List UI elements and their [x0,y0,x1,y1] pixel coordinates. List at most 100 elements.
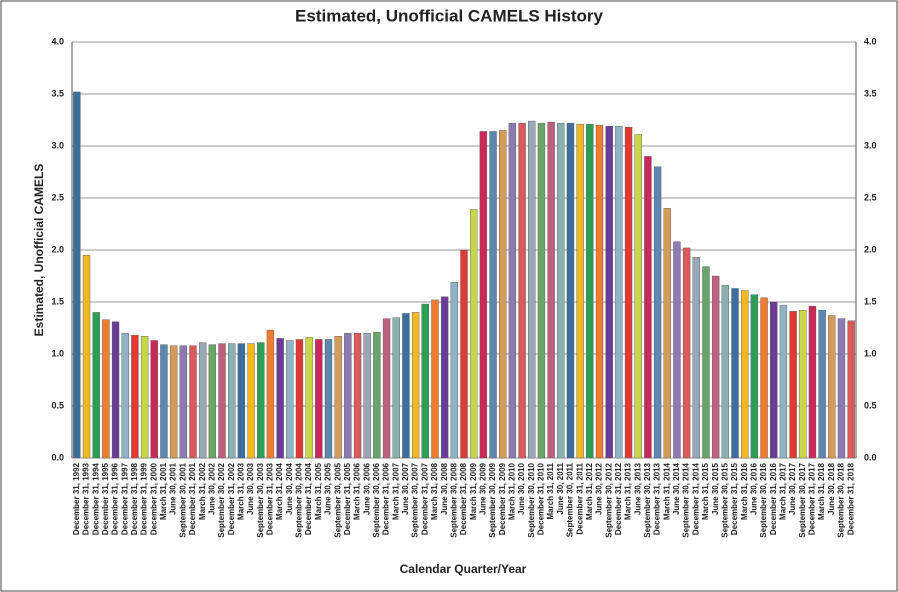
bar [266,329,275,459]
bar [711,275,720,459]
x-tick-label: June 30, 2009 [478,462,487,515]
bar [189,345,197,459]
x-tick-label: March 31, 2008 [430,462,439,519]
bar [295,339,304,459]
y-tick-label: 2.0 [51,244,64,254]
x-tick-label: September 30, 2003 [256,462,265,537]
x-tick-label: September 30, 2016 [759,462,768,537]
bar [169,345,178,459]
y2-tick-label: 0.0 [864,452,877,462]
x-tick-label: June 30, 2011 [556,462,565,514]
x-tick-label: March 31, 2002 [198,462,207,519]
bar [92,312,100,459]
x-tick-label: December 31, 2017 [808,462,817,535]
bar [741,290,749,459]
y2-tick-label: 1.0 [864,348,877,358]
bar [102,319,110,459]
bar [779,304,788,459]
x-tick-label: December 31, 1999 [140,462,149,535]
x-tick-label: June 30, 2005 [324,462,333,515]
x-tick-label: December 31, 2008 [459,462,468,535]
x-tick-label: June 30, 2018 [827,462,836,515]
y-tick-label: 1.5 [51,296,64,306]
bar [644,156,652,459]
bar [82,254,91,459]
x-tick-label: March 31, 2005 [314,462,323,519]
x-tick-label: September 30, 2018 [837,462,846,537]
bar [315,339,323,459]
x-tick-label: March 31, 2009 [469,462,478,519]
x-tick-label: December 31, 2007 [420,462,429,535]
bar [634,134,642,459]
y-tick-label: 3.5 [51,88,64,98]
x-tick-label: March 31, 2011 [546,462,555,519]
bar [663,208,671,459]
bar [228,343,236,459]
bar [208,344,217,459]
x-tick-label: December 31, 2011 [575,462,584,534]
y2-tick-label: 2.5 [864,192,877,202]
bar [363,333,371,459]
x-tick-label: March 31, 2017 [779,462,788,519]
bar [702,266,710,459]
y2-tick-label: 3.5 [864,88,877,98]
x-tick-label: September 30, 2009 [488,462,497,537]
x-tick-label: December 31, 2012 [614,462,623,535]
x-tick-label: March 31, 2001 [159,462,168,519]
y2-tick-label: 1.5 [864,296,877,306]
bar [160,344,168,459]
bar [605,126,613,459]
x-tick-label: June 30, 2003 [246,462,255,515]
y2-tick-label: 3.0 [864,140,877,150]
y-tick-label: 0.0 [51,452,64,462]
bar [479,131,488,459]
x-tick-label: March 31, 2013 [624,462,633,519]
bar [653,166,662,459]
bar [518,122,526,459]
x-tick-label: September 30, 2014 [682,462,691,537]
x-tick-label: December 31, 2005 [343,462,352,535]
y2-tick-label: 0.5 [864,400,877,410]
bar [469,209,478,459]
x-tick-label: December 31, 1998 [130,462,139,535]
x-tick-label: June 30, 2013 [633,462,642,515]
bar [847,320,855,459]
bar [595,124,604,459]
bar [557,122,565,459]
bar [440,296,449,459]
bar [450,282,459,459]
x-tick-label: September 30, 2012 [604,462,613,537]
x-axis-label: Calendar Quarter/Year [400,562,527,576]
bar [140,336,149,459]
x-tick-label: June 30, 2010 [517,462,526,515]
x-tick-label: March 31, 2006 [353,462,362,519]
x-tick-label: December 31, 2002 [227,462,236,535]
bar [324,339,333,459]
x-tick-label: December 31, 1996 [111,462,120,535]
bar [499,130,507,459]
bar [489,131,497,459]
bar [431,299,439,459]
x-tick-label: December 31, 2015 [730,462,739,535]
bar [247,343,255,459]
bar [808,305,817,459]
x-tick-label: March 31, 2014 [662,462,671,519]
bar [402,313,410,459]
x-tick-label: June 30, 2014 [672,462,681,515]
x-tick-label: September 30, 2015 [720,462,729,537]
x-tick-label: December 31, 2014 [691,462,700,535]
x-tick-label: September 30, 2005 [333,462,342,537]
bar [257,342,265,459]
x-tick-label: March 31, 2015 [701,462,710,519]
bar [818,310,826,459]
bar [760,297,768,459]
bar [750,294,759,459]
x-tick-label: September 30, 2017 [798,462,807,537]
x-tick-label: March 31, 2016 [740,462,749,519]
x-tick-label: December 31, 2001 [188,462,197,535]
x-tick-label: June 30, 2006 [362,462,371,515]
x-tick-label: March 31, 2012 [585,462,594,519]
bar [508,122,517,459]
bar [837,318,846,459]
bar [392,317,400,459]
